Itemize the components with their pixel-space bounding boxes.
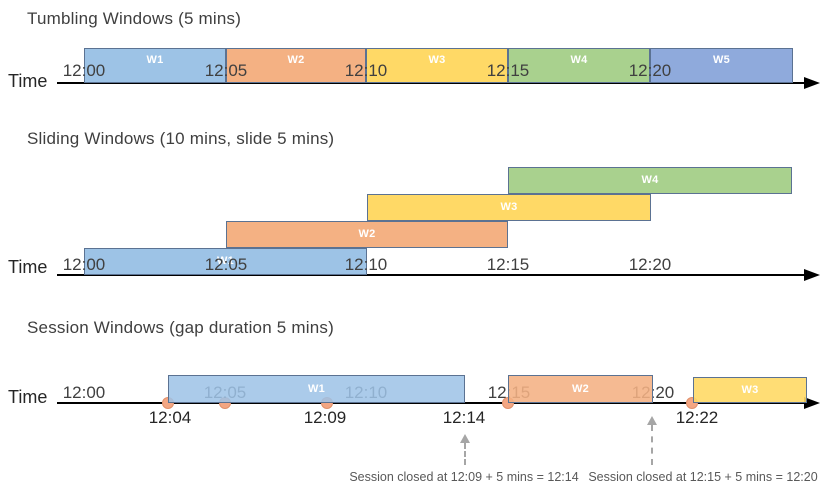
tumbling-window-w4: W4 — [508, 48, 650, 83]
session-window-w1-label: W1 — [307, 382, 326, 395]
tumbling-tick-1210: 12:10 — [344, 61, 388, 80]
tumbling-window-w2: W2 — [226, 48, 366, 83]
session-close-annotation-2: Session closed at 12:15 + 5 mins = 12:20 — [588, 470, 818, 484]
sliding-tick-1200: 12:00 — [62, 255, 106, 274]
tumbling-window-w5: W5 — [650, 48, 793, 83]
tumbling-window-w2-label: W2 — [287, 54, 305, 66]
tumbling-tick-1220: 12:20 — [628, 61, 672, 80]
sliding-tick-1215: 12:15 — [486, 255, 530, 274]
tumbling-axis-arrowhead-icon — [804, 77, 820, 89]
sliding-axis-label: Time — [8, 257, 48, 277]
event-label-1222: 12:22 — [675, 408, 719, 427]
event-label-1204: 12:04 — [148, 408, 192, 427]
tumbling-axis-label: Time — [8, 71, 48, 91]
sliding-tick-1210: 12:10 — [344, 255, 388, 274]
tumbling-tick-1215: 12:15 — [486, 61, 530, 80]
session-window-w2-label: W2 — [571, 382, 590, 395]
session-window-w3-label: W3 — [741, 383, 759, 396]
event-label-1214: 12:14 — [442, 408, 486, 427]
sliding-window-w4: W4 — [508, 167, 792, 194]
session-window-w3: W3 — [693, 377, 807, 403]
sliding-title: Sliding Windows (10 mins, slide 5 mins) — [27, 129, 335, 148]
sliding-window-w1: W1 — [84, 248, 367, 275]
sliding-window-w1-label: W1 — [216, 255, 235, 267]
session-close-arrow-2-icon — [646, 416, 658, 465]
session-close-annotation-1: Session closed at 12:09 + 5 mins = 12:14 — [349, 470, 579, 484]
sliding-window-w3-label: W3 — [500, 201, 518, 213]
sliding-window-w3: W3 — [367, 194, 651, 221]
tumbling-window-w3-label: W3 — [428, 54, 446, 66]
tumbling-title: Tumbling Windows (5 mins) — [27, 9, 242, 28]
sliding-time-axis — [57, 274, 806, 276]
sliding-window-w2: W2 — [226, 221, 508, 248]
tumbling-window-w4-label: W4 — [570, 54, 588, 66]
session-axis-label: Time — [8, 387, 48, 407]
session-tick-1200: 12:00 — [62, 383, 106, 402]
session-close-arrow-1-icon — [459, 434, 471, 465]
tumbling-tick-1200: 12:00 — [62, 61, 106, 80]
tumbling-window-w1-label: W1 — [146, 54, 164, 66]
tumbling-window-w5-label: W5 — [712, 54, 731, 66]
tumbling-tick-1205: 12:05 — [204, 61, 248, 80]
tumbling-time-axis — [57, 82, 806, 84]
session-axis-arrowhead-icon — [804, 397, 820, 409]
session-time-axis — [57, 402, 806, 404]
session-window-w2: W2 — [508, 375, 653, 403]
sliding-tick-1205: 12:05 — [204, 255, 248, 274]
sliding-window-w2-label: W2 — [358, 228, 376, 240]
session-window-w1: W1 — [168, 375, 465, 403]
session-title: Session Windows (gap duration 5 mins) — [27, 318, 334, 337]
event-label-1209: 12:09 — [303, 408, 347, 427]
tumbling-window-w1: W1 — [84, 48, 226, 83]
sliding-window-w4-label: W4 — [641, 174, 659, 186]
sliding-tick-1220: 12:20 — [628, 255, 672, 274]
tumbling-window-w3: W3 — [366, 48, 508, 83]
sliding-axis-arrowhead-icon — [804, 269, 820, 281]
